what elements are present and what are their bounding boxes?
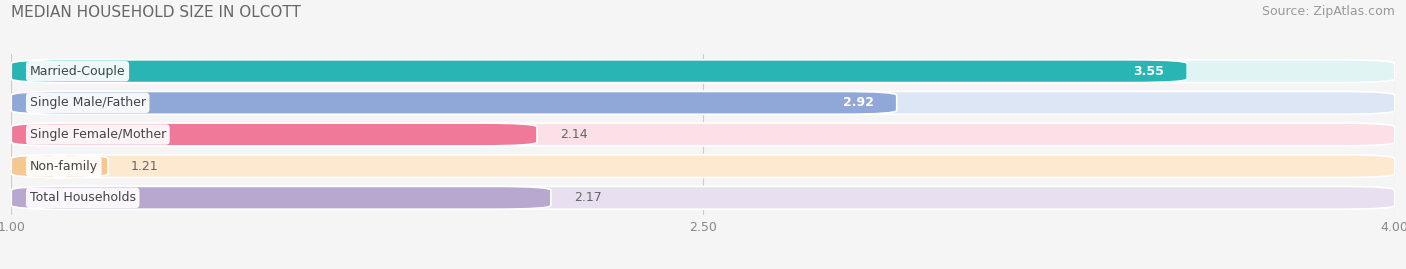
- FancyBboxPatch shape: [11, 155, 1395, 178]
- FancyBboxPatch shape: [11, 91, 1395, 114]
- FancyBboxPatch shape: [11, 186, 551, 209]
- Text: Total Households: Total Households: [30, 191, 136, 204]
- Text: 2.92: 2.92: [842, 96, 873, 109]
- Text: Source: ZipAtlas.com: Source: ZipAtlas.com: [1261, 5, 1395, 18]
- FancyBboxPatch shape: [11, 123, 537, 146]
- Text: 1.21: 1.21: [131, 160, 159, 173]
- Text: 3.55: 3.55: [1133, 65, 1164, 78]
- FancyBboxPatch shape: [11, 155, 108, 178]
- Text: 2.17: 2.17: [574, 191, 602, 204]
- FancyBboxPatch shape: [11, 60, 1187, 83]
- Text: MEDIAN HOUSEHOLD SIZE IN OLCOTT: MEDIAN HOUSEHOLD SIZE IN OLCOTT: [11, 5, 301, 20]
- Text: Non-family: Non-family: [30, 160, 98, 173]
- FancyBboxPatch shape: [11, 91, 897, 114]
- FancyBboxPatch shape: [11, 123, 1395, 146]
- FancyBboxPatch shape: [11, 60, 1395, 83]
- FancyBboxPatch shape: [11, 186, 1395, 209]
- Text: Single Male/Father: Single Male/Father: [30, 96, 146, 109]
- Text: Single Female/Mother: Single Female/Mother: [30, 128, 166, 141]
- Text: Married-Couple: Married-Couple: [30, 65, 125, 78]
- Text: 2.14: 2.14: [560, 128, 588, 141]
